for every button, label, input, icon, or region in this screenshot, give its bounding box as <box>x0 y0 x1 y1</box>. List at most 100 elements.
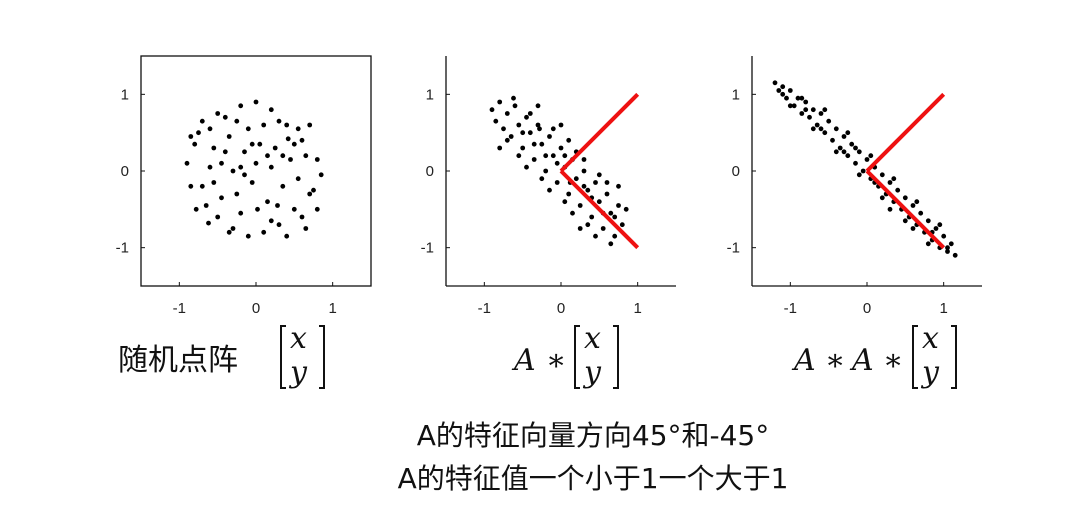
scatter-point <box>249 180 255 185</box>
scatter-point <box>211 145 217 151</box>
scatter-point <box>910 226 916 231</box>
scatter-point <box>238 164 244 170</box>
scatter-point <box>945 249 950 254</box>
scatter-point <box>879 172 885 178</box>
scatter-point <box>539 176 545 182</box>
left-bracket <box>912 325 918 389</box>
scatter-point <box>207 126 213 132</box>
y-tick-label: -1 <box>727 240 740 257</box>
scatter-point <box>489 107 495 113</box>
scatter-point <box>933 226 939 231</box>
scatter-point <box>845 130 851 136</box>
scatter-point <box>616 203 621 208</box>
y-tick-label: 1 <box>121 86 129 103</box>
scatter-point <box>222 114 228 120</box>
matrix-A: A <box>511 343 536 378</box>
scatter-point <box>833 149 839 155</box>
scatter-point <box>853 160 858 166</box>
y-tick-label: 0 <box>426 163 434 180</box>
scatter-point <box>516 122 522 128</box>
scatter-point <box>188 134 194 139</box>
scatter-point <box>623 206 629 212</box>
scatter-point <box>550 153 556 159</box>
scatter-point <box>539 141 545 147</box>
scatter-point <box>516 153 522 159</box>
scatter-point <box>504 137 510 143</box>
scatter-point <box>303 153 309 159</box>
scatter-point <box>188 183 194 189</box>
y-tick-label: -1 <box>116 240 129 257</box>
scatter-point <box>547 187 552 193</box>
scatter-point <box>318 172 324 178</box>
scatter-point <box>818 111 824 116</box>
scatter-point <box>581 157 587 162</box>
right-bracket <box>319 325 325 389</box>
A-A-times-points-plot: -1 0 1 1 0 -1 <box>727 56 982 317</box>
scatter-point <box>558 122 564 128</box>
scatter-points <box>184 99 324 239</box>
scatter-point <box>776 88 782 93</box>
scatter-point <box>311 187 316 193</box>
scatter-point <box>531 141 537 147</box>
vector-y: y <box>920 355 940 390</box>
vector-y: y <box>288 355 308 390</box>
eigenvector-line <box>559 169 640 250</box>
scatter-point <box>577 226 583 231</box>
scatter-point <box>299 214 305 220</box>
scatter-point <box>593 233 598 239</box>
scatter-point <box>268 107 274 113</box>
scatter-point <box>833 126 839 132</box>
scatter-points <box>489 95 629 247</box>
vector-x: x <box>290 321 307 356</box>
scatter-point <box>895 187 901 193</box>
y-tick-label: 0 <box>121 163 129 180</box>
scatter-point <box>887 206 893 212</box>
scatter-point <box>199 118 205 124</box>
x-tick-label: 1 <box>328 300 336 317</box>
scatter-point <box>288 157 293 162</box>
scatter-point <box>291 206 297 212</box>
scatter-point <box>581 168 587 174</box>
scatter-point <box>558 145 564 151</box>
scatter-point <box>272 145 278 151</box>
scatter-point <box>275 203 280 208</box>
scatter-point <box>822 130 828 136</box>
scatter-point <box>268 164 274 170</box>
scatter-point <box>887 180 893 185</box>
multiply-operator-first: ∗ <box>825 343 845 378</box>
axis-ticks: -1 0 1 1 0 -1 <box>727 86 948 317</box>
scatter-point <box>799 95 805 101</box>
scatter-point <box>879 195 885 201</box>
scatter-point <box>791 103 797 109</box>
scatter-point <box>199 183 205 189</box>
scatter-point <box>537 126 542 132</box>
scatter-point <box>608 210 614 216</box>
scatter-point <box>520 130 526 136</box>
scatter-point <box>952 252 958 258</box>
scatter-point <box>276 222 282 228</box>
eigenvector-line <box>559 92 640 173</box>
scatter-point <box>215 111 221 116</box>
scatter-point <box>780 84 786 90</box>
axis-ticks: -1 0 1 1 0 -1 <box>421 86 642 317</box>
scatter-point <box>772 80 778 86</box>
x-tick-label: -1 <box>173 300 186 317</box>
eigenvalue-note: A的特征值一个小于1一个大于1 <box>398 462 789 495</box>
scatter-point <box>841 149 847 155</box>
x-tick-label: 0 <box>863 300 871 317</box>
scatter-point <box>803 99 809 105</box>
scatter-point <box>562 153 568 159</box>
scatter-point <box>234 118 240 124</box>
right-bracket <box>951 325 957 389</box>
scatter-point <box>284 122 290 128</box>
scatter-points <box>772 80 958 258</box>
scatter-point <box>547 134 552 139</box>
scatter-point <box>803 107 809 113</box>
scatter-point <box>295 176 301 182</box>
scatter-point <box>280 153 286 159</box>
scatter-point <box>585 187 591 193</box>
scatter-point <box>543 153 549 159</box>
matrix-A-second: A <box>849 343 874 378</box>
scatter-point <box>864 157 870 162</box>
scatter-point <box>604 180 610 185</box>
